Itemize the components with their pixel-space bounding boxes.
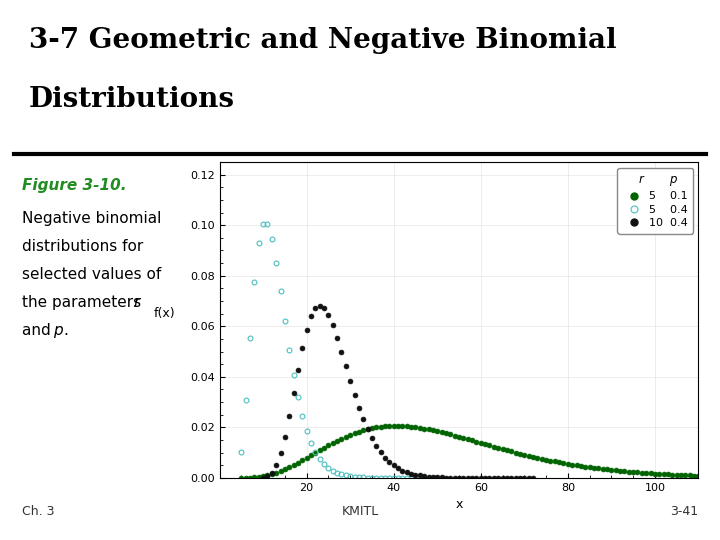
Text: Distributions: Distributions	[29, 86, 235, 113]
Text: 3-7 Geometric and Negative Binomial: 3-7 Geometric and Negative Binomial	[29, 27, 616, 54]
Legend: 5    0.1, 5    0.4, 10  0.4: 5 0.1, 5 0.4, 10 0.4	[618, 167, 693, 234]
Text: KMITL: KMITL	[341, 505, 379, 518]
Text: 3-41: 3-41	[670, 505, 698, 518]
Text: .: .	[63, 323, 68, 338]
X-axis label: x: x	[455, 498, 463, 511]
Text: and: and	[22, 323, 55, 338]
Text: Ch. 3: Ch. 3	[22, 505, 54, 518]
Y-axis label: f(x): f(x)	[154, 307, 176, 320]
Text: Figure 3-10.: Figure 3-10.	[22, 178, 126, 193]
Text: Negative binomial: Negative binomial	[22, 211, 161, 226]
Text: r: r	[133, 295, 140, 310]
Text: the parameters: the parameters	[22, 295, 145, 310]
Text: selected values of: selected values of	[22, 267, 161, 282]
Text: p: p	[53, 323, 62, 338]
Text: distributions for: distributions for	[22, 239, 143, 254]
